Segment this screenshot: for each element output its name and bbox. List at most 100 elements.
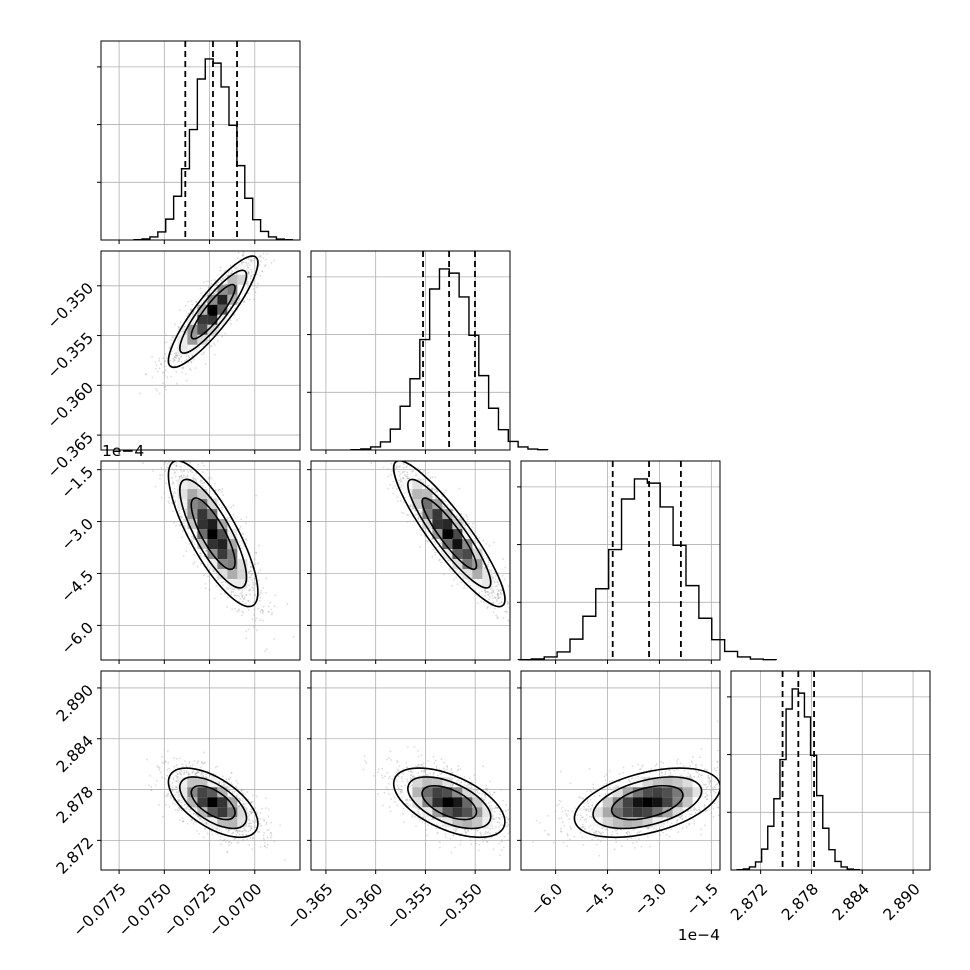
sample-point xyxy=(203,822,206,825)
sample-point xyxy=(257,562,259,565)
sample-point xyxy=(166,463,169,465)
sample-point xyxy=(234,267,237,270)
sample-point xyxy=(187,300,189,303)
sample-point xyxy=(185,550,188,552)
sample-point xyxy=(236,610,239,613)
sample-point xyxy=(203,482,206,484)
sample-point xyxy=(241,260,243,263)
sample-point xyxy=(434,491,437,494)
sample-point xyxy=(180,355,182,358)
sample-point xyxy=(407,477,410,480)
density-cell xyxy=(472,559,483,570)
sample-point xyxy=(192,536,195,539)
sample-point xyxy=(431,555,434,558)
sample-point xyxy=(157,437,159,439)
sample-point xyxy=(186,822,189,825)
sample-point xyxy=(188,543,191,545)
sample-point xyxy=(496,600,498,603)
contour-line xyxy=(179,269,248,354)
sample-point xyxy=(267,247,269,249)
sample-point xyxy=(177,799,180,802)
sample-point xyxy=(171,456,173,458)
sample-point xyxy=(238,299,240,302)
sample-point xyxy=(493,580,495,583)
sample-point xyxy=(182,522,185,525)
sample-point xyxy=(179,757,182,760)
sample-point xyxy=(244,829,246,832)
sample-point xyxy=(270,836,272,839)
sample-point xyxy=(463,587,465,590)
panel-content xyxy=(142,437,295,653)
sample-point xyxy=(227,829,230,832)
sample-point xyxy=(160,363,163,366)
density-cell xyxy=(187,499,198,510)
sample-point xyxy=(427,484,430,487)
sample-point xyxy=(178,477,181,480)
sample-point xyxy=(190,819,193,822)
sample-point xyxy=(172,357,175,360)
sample-point xyxy=(208,280,210,283)
sample-point xyxy=(498,602,500,605)
histogram-panel xyxy=(97,40,301,244)
sample-point xyxy=(393,411,395,413)
sample-point xyxy=(212,827,215,830)
sample-point xyxy=(201,482,204,485)
sample-point xyxy=(406,465,408,467)
sample-point xyxy=(515,639,517,641)
sample-point xyxy=(247,580,249,583)
sample-point xyxy=(191,313,194,316)
sample-point xyxy=(189,470,192,473)
density-cell xyxy=(432,499,443,510)
sample-point xyxy=(180,355,183,358)
sample-point xyxy=(241,800,244,802)
sample-point xyxy=(226,596,229,599)
sample-point xyxy=(407,453,409,455)
sample-point xyxy=(172,482,175,485)
sample-point xyxy=(169,784,172,787)
sample-point xyxy=(427,471,430,474)
contour-line xyxy=(190,497,236,571)
sample-point xyxy=(182,474,185,476)
sample-point xyxy=(406,514,408,516)
sample-point xyxy=(268,828,270,831)
sample-point xyxy=(187,356,190,358)
sample-point xyxy=(218,326,221,329)
sample-point xyxy=(251,579,253,581)
sample-point xyxy=(226,851,228,854)
sample-point xyxy=(204,587,207,590)
sample-point xyxy=(218,829,221,831)
sample-point xyxy=(209,476,211,478)
sample-point xyxy=(400,511,403,514)
sample-point xyxy=(241,596,244,599)
sample-point xyxy=(250,565,253,568)
sample-point xyxy=(215,290,217,293)
sample-point xyxy=(259,260,262,263)
sample-point xyxy=(168,502,171,505)
sample-point xyxy=(247,571,250,573)
sample-point xyxy=(497,590,500,593)
sample-point xyxy=(169,795,172,797)
sample-point xyxy=(161,474,164,476)
sample-point xyxy=(241,595,244,598)
sample-point xyxy=(243,596,246,599)
sample-point xyxy=(194,813,197,816)
sample-point xyxy=(164,386,167,388)
sample-point xyxy=(405,475,408,478)
sample-point xyxy=(491,594,494,597)
sample-point xyxy=(174,499,177,502)
sample-point xyxy=(409,504,412,506)
sample-point xyxy=(228,305,231,308)
sample-point xyxy=(212,292,215,295)
sample-point xyxy=(460,513,463,515)
sample-point xyxy=(247,273,250,275)
density-cell xyxy=(412,489,423,500)
sample-point xyxy=(246,298,249,301)
sample-point xyxy=(190,308,192,311)
sample-point xyxy=(522,620,524,622)
sample-point xyxy=(243,829,246,831)
sample-point xyxy=(235,594,238,597)
sample-point xyxy=(170,353,173,356)
sample-point xyxy=(261,270,264,273)
sample-point xyxy=(256,629,258,632)
sample-point xyxy=(384,443,386,445)
